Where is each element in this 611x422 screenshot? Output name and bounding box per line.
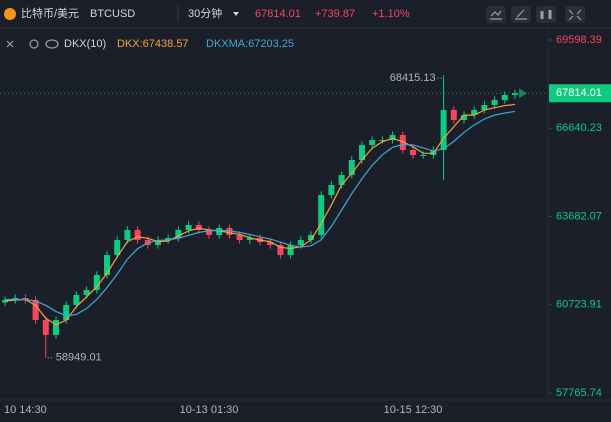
symbol-code[interactable]: BTCUSD (90, 8, 135, 20)
candle-body (83, 290, 90, 296)
low-label: 58949.01 (56, 352, 102, 364)
candle-body (267, 242, 274, 246)
candle-body (501, 95, 508, 101)
candle-body (73, 295, 80, 306)
candle-body (246, 238, 253, 241)
high-label: 68415.13 (390, 72, 436, 84)
interval-caret[interactable] (233, 12, 239, 16)
header-change-pct: +1.10% (372, 8, 410, 20)
candle-body (389, 134, 396, 141)
candle-body (410, 150, 416, 156)
symbol-name: 比特币/美元 (21, 6, 79, 20)
x-tick-label: 10 14:30 (4, 404, 47, 416)
candle-body (124, 230, 131, 241)
x-tick-label: 10-13 01:30 (180, 404, 239, 416)
candle-body (195, 225, 202, 231)
indicator-legend: DKXMA:67203.25 (206, 38, 294, 50)
candle-body (308, 234, 314, 241)
close-icon[interactable] (6, 40, 14, 48)
settings-icon[interactable] (29, 39, 39, 49)
y-tick-label: 66640.23 (556, 122, 602, 134)
last-price-pointer (519, 88, 527, 99)
header-change: +739.87 (315, 8, 355, 20)
candle-body (53, 320, 59, 335)
x-tick-label: 10-15 12:30 (384, 404, 443, 416)
candle-body (461, 115, 467, 121)
candle-body (175, 230, 182, 239)
last-price-tag (549, 84, 611, 103)
candle-body (185, 225, 192, 231)
candle-body (165, 238, 172, 241)
candle-body (287, 245, 294, 256)
indicator-line (5, 110, 516, 317)
toolbar-icon (490, 10, 502, 20)
candle-body (134, 230, 141, 241)
candle-body (420, 155, 427, 157)
toolbar-icon (515, 9, 527, 20)
candle-body (440, 109, 447, 151)
candle-body (379, 140, 386, 142)
coin-icon (4, 8, 16, 20)
candle-body (206, 230, 212, 235)
y-tick-label: 57765.74 (556, 387, 602, 399)
candle-body (471, 109, 478, 116)
toolbar-button[interactable] (511, 6, 531, 23)
candle-body (2, 300, 8, 303)
candle-body (359, 145, 365, 160)
candle-body (32, 300, 39, 321)
interval[interactable]: 30分钟 (188, 6, 222, 20)
candle-body (481, 105, 488, 110)
candle-body (450, 109, 457, 121)
y-tick-label: 69598.39 (556, 34, 602, 46)
toolbar-button[interactable] (565, 6, 585, 23)
toolbar-icon (568, 9, 582, 21)
last-price-label: 67814.01 (556, 87, 602, 99)
candle-body (277, 245, 284, 256)
toolbar-button[interactable] (486, 6, 506, 23)
candle-body (104, 255, 110, 276)
candle-body (369, 140, 376, 146)
candle-body (328, 184, 335, 196)
candle-body (338, 175, 345, 185)
candle-body (491, 100, 498, 106)
candle-body (114, 240, 121, 256)
toolbar-icon (540, 10, 552, 19)
candle-body (93, 275, 100, 291)
header-price: 67814.01 (255, 8, 301, 20)
candle-body (63, 305, 70, 321)
visibility-icon[interactable] (45, 39, 59, 49)
candle-body (42, 320, 49, 335)
candle-body (348, 159, 355, 176)
candle-body (155, 240, 161, 246)
indicator-legend: DKX:67438.57 (117, 38, 189, 50)
candle-body (236, 234, 243, 241)
indicator-line (4, 103, 516, 326)
candle-body (226, 228, 233, 235)
candle-body (318, 195, 325, 235)
indicator-name: DKX(10) (64, 38, 106, 50)
candle-body (297, 240, 304, 246)
candle-body (512, 93, 518, 96)
candle-body (216, 228, 223, 235)
candle-body (399, 134, 406, 151)
y-tick-label: 60723.91 (556, 299, 602, 311)
y-tick-label: 63682.07 (556, 210, 602, 222)
toolbar-button[interactable] (536, 6, 556, 23)
